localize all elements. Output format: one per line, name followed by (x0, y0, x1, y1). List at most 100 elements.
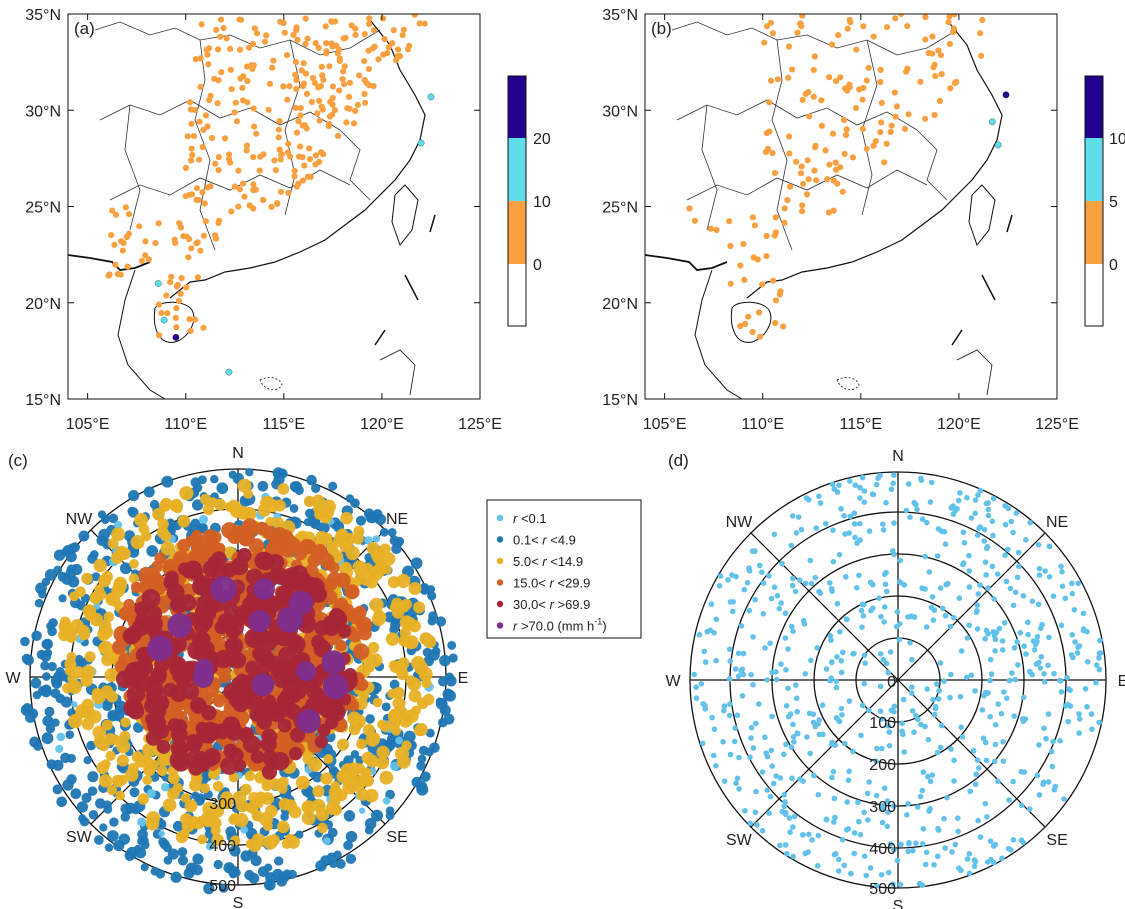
scatter-point (980, 735, 987, 741)
scatter-point (30, 677, 42, 689)
scatter-point (55, 666, 65, 676)
station-point (193, 185, 200, 192)
station-point (122, 204, 129, 211)
scatter-point (41, 732, 54, 745)
scatter-point (405, 675, 417, 687)
scatter-point (984, 814, 990, 820)
scatter-point (947, 694, 953, 701)
scatter-point (785, 685, 791, 692)
station-point (375, 56, 382, 63)
station-point (188, 245, 195, 252)
scatter-point (59, 616, 71, 628)
scatter-point (931, 711, 938, 718)
scatter-point (843, 574, 849, 580)
scatter-point (311, 494, 326, 509)
station-point (272, 167, 279, 174)
station-point (319, 72, 326, 79)
scatter-point (1096, 655, 1102, 661)
scatter-point (924, 686, 930, 692)
scatter-point (922, 553, 928, 560)
station-point (759, 281, 766, 288)
scatter-point (881, 785, 888, 791)
scatter-point (828, 637, 834, 643)
scatter-point (983, 500, 990, 507)
scatter-point (132, 618, 150, 637)
scatter-point (140, 840, 150, 850)
scatter-point (822, 520, 829, 527)
scatter-point (840, 649, 846, 656)
scatter-point (729, 608, 736, 615)
scatter-point (748, 735, 754, 741)
scatter-point (867, 579, 874, 586)
scatter-point (71, 701, 78, 708)
scatter-point (944, 794, 950, 801)
scatter-point (108, 513, 119, 524)
station-point (187, 157, 195, 164)
scatter-point (905, 848, 911, 855)
scatter-point (110, 551, 124, 565)
scatter-point (767, 793, 774, 800)
scatter-point (345, 830, 358, 843)
station-point (977, 30, 984, 37)
scatter-point (746, 607, 753, 614)
station-point (218, 69, 225, 76)
station-point (213, 26, 220, 33)
scatter-point (257, 480, 269, 492)
scatter-point (762, 734, 768, 740)
colorbar-a-tick-10: 10 (533, 194, 551, 211)
scatter-point (925, 773, 931, 780)
station-point (123, 233, 130, 241)
scatter-point (951, 778, 957, 784)
scatter-point (800, 617, 807, 624)
station-point (111, 241, 118, 248)
scatter-point (861, 652, 868, 659)
scatter-point (96, 535, 108, 546)
colorbar-b-bin-bottom (1085, 264, 1103, 326)
scatter-point (366, 511, 379, 524)
scatter-point (1076, 716, 1083, 722)
scatter-point (1082, 686, 1089, 692)
scatter-point (187, 734, 203, 751)
scatter-point (806, 831, 812, 838)
scatter-point (240, 825, 249, 834)
scatter-point (245, 660, 260, 676)
scatter-point (31, 630, 42, 642)
station-point (766, 99, 773, 106)
direction-w: W (665, 673, 681, 690)
scatter-point (913, 840, 919, 846)
scatter-point (82, 604, 97, 618)
scatter-point (954, 505, 960, 512)
range-label: 300 (869, 799, 896, 816)
scatter-point (408, 619, 421, 633)
station-point (215, 154, 222, 161)
station-point (350, 120, 358, 127)
scatter-point (968, 672, 975, 678)
scatter-point (891, 472, 897, 478)
scatter-point (192, 817, 205, 830)
station-point (180, 233, 187, 240)
station-point (780, 323, 787, 330)
station-point (822, 147, 829, 154)
station-point (312, 152, 319, 159)
scatter-point (996, 625, 1003, 632)
scatter-point (1045, 779, 1052, 785)
scatter-point (111, 639, 127, 655)
scatter-point (1011, 713, 1017, 719)
scatter-point (934, 553, 941, 559)
station-point (786, 133, 793, 140)
scatter-point (1097, 637, 1103, 644)
scatter-point (40, 686, 52, 698)
scatter-point (717, 573, 724, 579)
scatter-point (251, 673, 275, 697)
scatter-point (268, 834, 280, 846)
scatter-point (302, 729, 317, 744)
station-point (270, 57, 277, 64)
station-point (202, 218, 209, 225)
scatter-point (228, 747, 244, 763)
legend: r <0.10.1< r <4.95.0< r <14.915.0< r <29… (486, 499, 642, 639)
scatter-point (147, 635, 173, 662)
station-point (339, 75, 346, 83)
station-point (772, 297, 780, 304)
scatter-point (1061, 796, 1067, 802)
